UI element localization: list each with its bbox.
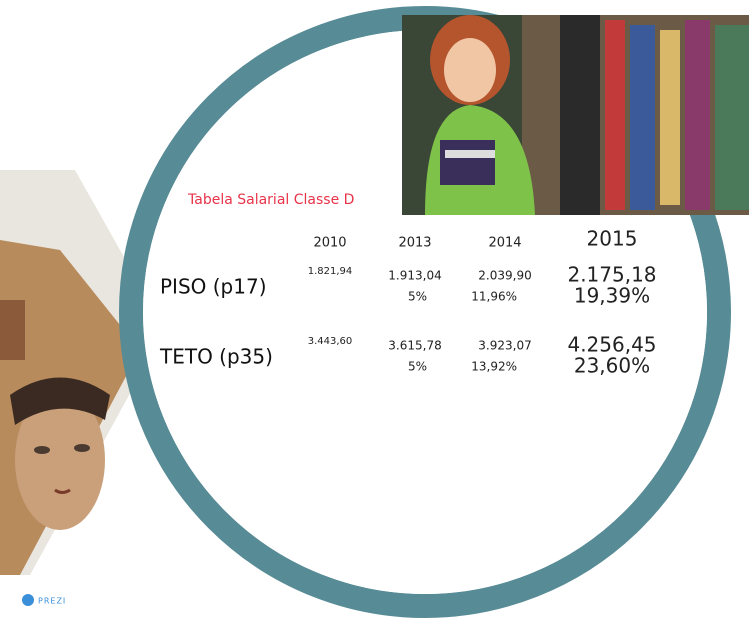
salary-value: 3.923,07 [478, 339, 531, 353]
year-header: 2010 [313, 236, 346, 251]
increase-percent: 19,39% [574, 284, 650, 308]
salary-value: 3.443,60 [308, 336, 353, 347]
logo-icon [22, 594, 34, 606]
increase-percent: 11,96% [471, 290, 517, 304]
logo: PREZI [38, 597, 66, 606]
increase-percent: 23,60% [574, 354, 650, 378]
year-header: 2014 [488, 236, 521, 251]
year-header: 2015 [587, 227, 638, 251]
slide: Tabela Salarial Classe D 2010 2013 2014 201… [0, 0, 749, 619]
salary-value: 1.913,04 [388, 269, 441, 283]
increase-percent: 5% [408, 360, 427, 374]
slide-title: Tabela Salarial Classe D [187, 192, 354, 208]
year-header: 2013 [398, 236, 431, 251]
salary-value: 3.615,78 [388, 339, 441, 353]
row-label: TETO (p35) [159, 345, 273, 369]
photo [402, 15, 749, 215]
increase-percent: 13,92% [471, 360, 517, 374]
row-label: PISO (p17) [160, 275, 267, 299]
salary-value: 2.039,90 [478, 269, 531, 283]
increase-percent: 5% [408, 290, 427, 304]
salary-value: 1.821,94 [308, 266, 353, 277]
